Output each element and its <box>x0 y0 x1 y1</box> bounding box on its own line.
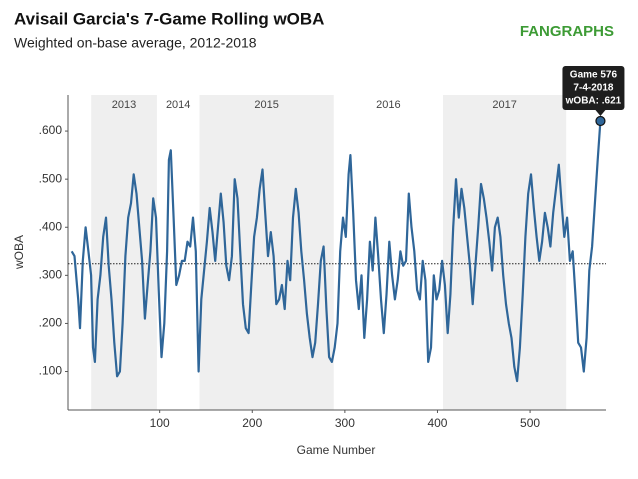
tooltip-text: 7-4-2018 <box>573 83 613 94</box>
chart-title: Avisail Garcia's 7-Game Rolling wOBA <box>14 9 324 28</box>
tooltip-box <box>562 66 625 110</box>
season-band <box>443 95 567 410</box>
season-label: 2013 <box>112 99 136 111</box>
season-label: 2017 <box>492 99 516 111</box>
x-tick-label: 400 <box>427 416 447 430</box>
season-band <box>199 95 334 410</box>
season-label: 2014 <box>166 99 190 111</box>
x-tick-label: 100 <box>150 416 170 430</box>
season-label: 2015 <box>254 99 278 111</box>
tooltip-text: wOBA: .621 <box>565 96 622 107</box>
x-tick-label: 500 <box>520 416 540 430</box>
line <box>70 120 602 383</box>
season-label: 2016 <box>376 99 400 111</box>
y-tick-label: .500 <box>39 171 63 185</box>
y-tick-label: .300 <box>39 268 63 282</box>
chart-subtitle: Weighted on-base average, 2012-2018 <box>14 35 257 51</box>
tooltip-text: Game 576 <box>570 70 618 81</box>
logo: FANGRAPHS <box>520 23 614 40</box>
x-axis-label: Game Number <box>297 443 376 457</box>
x-tick-label: 200 <box>242 416 262 430</box>
y-tick-label: .400 <box>39 219 63 233</box>
highlight-point <box>595 115 606 127</box>
y-tick-label: .600 <box>39 123 63 137</box>
y-axis-label: wOBA <box>12 235 26 270</box>
tooltip-arrow <box>595 110 606 116</box>
y-tick-label: .200 <box>39 316 63 330</box>
y-tick-label: .100 <box>39 364 63 378</box>
x-tick-label: 300 <box>335 416 355 430</box>
